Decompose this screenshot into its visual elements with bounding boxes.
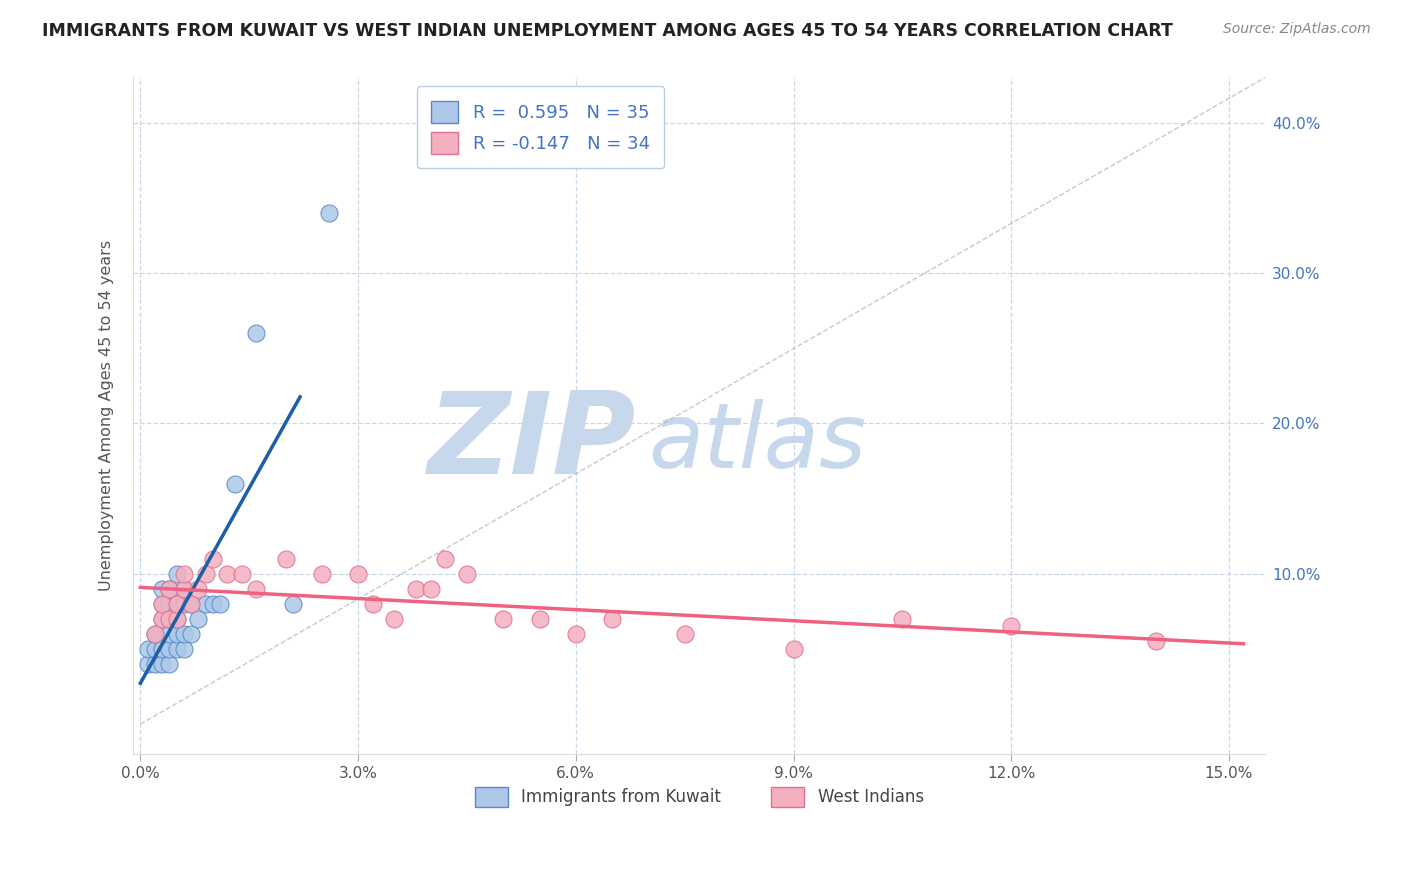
Point (166, 627, 188, 641)
Point (173, 642, 195, 657)
Point (150, 642, 173, 657)
Point (157, 597, 180, 611)
Point (1000, 619, 1022, 633)
Point (600, 612, 623, 626)
Point (405, 582, 427, 596)
Point (419, 582, 441, 596)
Point (166, 612, 188, 626)
Point (173, 627, 195, 641)
Point (143, 657, 166, 671)
Point (173, 566, 195, 581)
Point (347, 566, 370, 581)
Point (166, 597, 188, 611)
Point (150, 582, 173, 596)
Legend: Immigrants from Kuwait, West Indians: Immigrants from Kuwait, West Indians (468, 780, 931, 814)
Point (136, 642, 159, 657)
Point (150, 597, 173, 611)
Point (529, 612, 551, 626)
Text: atlas: atlas (648, 399, 866, 487)
Point (180, 627, 202, 641)
Point (231, 566, 253, 581)
Point (1144, 634, 1167, 648)
Point (150, 597, 173, 611)
Point (143, 627, 166, 641)
Point (136, 657, 159, 671)
Point (456, 566, 478, 581)
Point (673, 627, 696, 641)
Point (150, 657, 173, 671)
Point (782, 642, 804, 657)
Point (382, 612, 405, 626)
Point (201, 597, 224, 611)
Point (157, 657, 180, 671)
Point (565, 627, 588, 641)
Point (361, 597, 384, 611)
Point (166, 642, 188, 657)
Point (143, 627, 166, 641)
Text: Source: ZipAtlas.com: Source: ZipAtlas.com (1223, 22, 1371, 37)
Y-axis label: Unemployment Among Ages 45 to 54 years: Unemployment Among Ages 45 to 54 years (100, 240, 114, 591)
Point (173, 582, 195, 596)
Text: ZIP: ZIP (429, 387, 637, 499)
Point (187, 582, 209, 596)
Point (194, 566, 217, 581)
Point (150, 612, 173, 626)
Point (180, 597, 202, 611)
Point (173, 597, 195, 611)
Point (157, 582, 180, 596)
Point (274, 551, 297, 566)
Point (143, 642, 166, 657)
Point (194, 597, 217, 611)
Point (217, 566, 239, 581)
Point (492, 612, 515, 626)
Point (150, 612, 173, 626)
Point (245, 582, 267, 596)
Point (245, 326, 267, 340)
Point (209, 597, 232, 611)
Point (180, 597, 202, 611)
Point (281, 597, 304, 611)
Point (157, 612, 180, 626)
Point (311, 566, 333, 581)
Point (157, 627, 180, 641)
Point (201, 551, 224, 566)
Point (157, 612, 180, 626)
Point (224, 476, 246, 491)
Point (173, 582, 195, 596)
Point (318, 206, 340, 220)
Point (434, 551, 457, 566)
Text: IMMIGRANTS FROM KUWAIT VS WEST INDIAN UNEMPLOYMENT AMONG AGES 45 TO 54 YEARS COR: IMMIGRANTS FROM KUWAIT VS WEST INDIAN UN… (42, 22, 1173, 40)
Point (157, 582, 180, 596)
Point (166, 612, 188, 626)
Point (157, 642, 180, 657)
Point (187, 612, 209, 626)
Point (166, 566, 188, 581)
Point (891, 612, 914, 626)
Point (166, 597, 188, 611)
